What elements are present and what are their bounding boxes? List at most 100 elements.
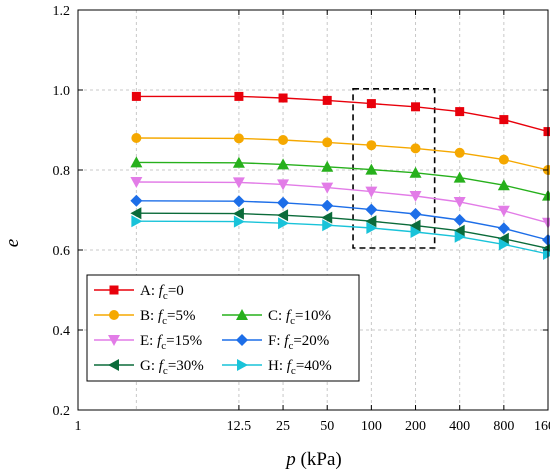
data-point: [322, 219, 334, 232]
data-point: [409, 191, 422, 202]
data-point: [277, 158, 290, 170]
legend-item: G: fc=30%: [94, 358, 204, 377]
data-point: [409, 208, 422, 220]
data-point: [365, 203, 378, 216]
data-point: [542, 217, 550, 229]
series-f: [130, 207, 550, 253]
y-tick-label: 0.6: [53, 244, 71, 259]
data-point: [366, 99, 376, 109]
data-point: [365, 215, 377, 228]
series-line: [136, 161, 549, 197]
data-point: [411, 102, 421, 112]
y-tick-label: 1.2: [53, 4, 71, 19]
series-a: [131, 91, 550, 137]
data-point: [366, 140, 377, 151]
y-tick-label: 1.0: [53, 84, 71, 99]
data-point: [232, 156, 245, 168]
legend-marker: [109, 310, 119, 320]
data-point: [497, 205, 510, 217]
data-point: [453, 214, 466, 226]
data-point: [233, 133, 244, 144]
legend-item: E: fc=15%: [94, 333, 202, 352]
data-point: [233, 215, 245, 228]
x-axis-title: p (kPa): [284, 449, 341, 470]
legend-label: F: fc=20%: [268, 333, 329, 352]
x-tick-label: 12.5: [227, 419, 252, 434]
x-tick-label: 25: [276, 419, 290, 434]
data-point: [409, 219, 421, 232]
series-line: [136, 220, 549, 255]
legend-marker: [108, 335, 120, 346]
legend-marker: [237, 359, 248, 371]
legend-item: A: fc=0: [94, 283, 184, 302]
data-point: [278, 135, 289, 145]
series-group: [130, 91, 550, 260]
axes: 1 12.5 25 50 100 200 400 800 1600 0.2 0.4 0.6 0.8 1.0…: [53, 4, 550, 434]
data-point: [322, 137, 333, 148]
data-point: [321, 182, 334, 194]
series-line: [136, 212, 549, 250]
legend-marker: [236, 309, 248, 320]
series-c: [130, 156, 550, 201]
data-point: [322, 95, 332, 105]
data-point: [277, 179, 290, 191]
data-point: [499, 115, 509, 125]
data-point: [366, 222, 378, 234]
legend-box: [86, 274, 360, 382]
legend-label: B: fc=5%: [140, 308, 195, 327]
y-tick-label: 0.8: [53, 164, 71, 179]
series-line: [136, 181, 549, 224]
data-point: [542, 234, 550, 246]
data-point: [410, 143, 421, 154]
data-point: [497, 179, 510, 191]
legend-marker: [109, 285, 119, 295]
data-point: [410, 226, 422, 238]
data-point: [232, 195, 245, 208]
data-point: [543, 127, 550, 137]
legend-label: G: fc=30%: [140, 358, 204, 377]
data-point: [455, 107, 465, 117]
y-tick-label: 0.4: [53, 324, 71, 339]
y-axis-title: e: [2, 239, 23, 247]
series-b: [131, 133, 550, 175]
data-point: [321, 160, 334, 172]
data-point: [232, 207, 244, 220]
x-tick-label: 100: [361, 419, 382, 434]
legend-label: C: fc=10%: [268, 308, 331, 327]
data-point: [131, 133, 142, 143]
data-point: [453, 171, 466, 183]
data-point: [454, 230, 466, 243]
legend-item: F: fc=20%: [222, 333, 329, 352]
data-point: [453, 197, 466, 208]
data-point: [131, 91, 141, 101]
legend-label: E: fc=15%: [140, 333, 202, 352]
data-point: [278, 217, 290, 230]
x-tick-label: 200: [405, 419, 426, 434]
data-point: [321, 211, 333, 224]
data-point: [131, 215, 143, 228]
data-point: [234, 91, 244, 101]
data-point: [130, 194, 143, 207]
x-tick-label: 1600: [534, 419, 550, 434]
data-point: [409, 166, 422, 178]
series-d: [130, 177, 550, 229]
data-point: [277, 209, 289, 222]
data-point: [130, 207, 142, 220]
x-tick-label: 400: [449, 419, 470, 434]
legend-item: H: fc=40%: [222, 358, 332, 377]
plot-frame: [77, 9, 549, 411]
series-e: [130, 194, 550, 246]
legend: A: fc=0 B: fc=5% C: fc=10% E: fc=15% F: fc=2…: [86, 274, 360, 382]
series-line: [136, 137, 549, 171]
data-point: [130, 177, 143, 188]
y-tick-label: 0.2: [53, 404, 71, 419]
data-point: [232, 177, 245, 189]
legend-label: A: fc=0: [140, 283, 184, 302]
series-line: [136, 95, 549, 133]
legend-marker: [236, 334, 248, 346]
legend-item: B: fc=5%: [94, 308, 195, 327]
data-point: [278, 93, 288, 103]
data-point: [453, 224, 465, 237]
data-point: [365, 163, 378, 175]
